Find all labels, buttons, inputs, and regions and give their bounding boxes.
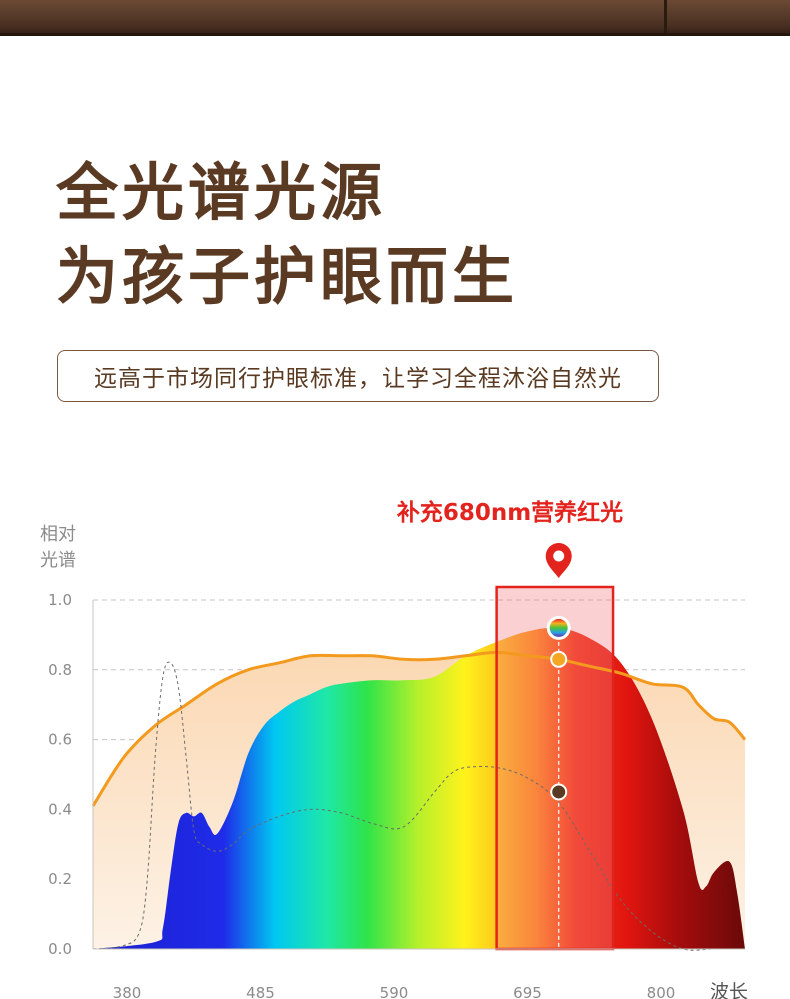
y-axis-label-line-2: 光谱 [40, 550, 76, 571]
y-tick-labels: 0.0 0.2 0.4 0.6 0.8 1.0 [48, 591, 72, 958]
orange-series-line [91, 650, 747, 807]
rainbow-spectrum-area [93, 627, 745, 949]
rainbow-marker-core [549, 618, 568, 637]
location-pin-icon [545, 543, 572, 578]
pin-hole [553, 550, 565, 562]
panel-seam [664, 0, 667, 36]
y-tick-label: 0.6 [48, 731, 72, 749]
x-tick-label: 380 [113, 984, 142, 999]
subtitle-box: 远高于市场同行护眼标准，让学习全程沐浴自然光 [57, 350, 659, 402]
headline-line-2: 为孩子护眼而生 [56, 240, 519, 313]
y-axis-label-line-1: 相对 [40, 524, 76, 545]
x-tick-label: 485 [246, 984, 275, 999]
top-photo-strip [0, 0, 790, 36]
x-tick-label: 695 [513, 984, 542, 999]
y-tick-label: 0.8 [48, 661, 72, 679]
markers [546, 615, 571, 801]
orange-marker [550, 650, 568, 668]
headline-line-1: 全光谱光源 [56, 156, 387, 229]
spectrum-chart: 0.0 0.2 0.4 0.6 0.8 1.0 380 485 590 695 800 补充680… [40, 499, 748, 999]
subtitle-text: 远高于市场同行护眼标准，让学习全程沐浴自然光 [94, 366, 622, 392]
annotation-label: 补充680nm营养红光 [397, 499, 623, 526]
x-tick-label: 800 [647, 984, 676, 999]
x-tick-label: 590 [380, 984, 409, 999]
brown-marker [550, 783, 568, 801]
panel-edge [0, 33, 790, 36]
x-tick-labels: 380 485 590 695 800 [113, 984, 676, 999]
highlight-band-fill [496, 587, 614, 949]
dashed-series-line [92, 661, 745, 951]
y-tick-label: 0.2 [48, 870, 72, 888]
x-axis-label: 波长 [710, 981, 748, 999]
y-tick-label: 0.0 [48, 940, 72, 958]
y-tick-label: 0.4 [48, 800, 72, 818]
y-tick-label: 1.0 [48, 591, 72, 609]
